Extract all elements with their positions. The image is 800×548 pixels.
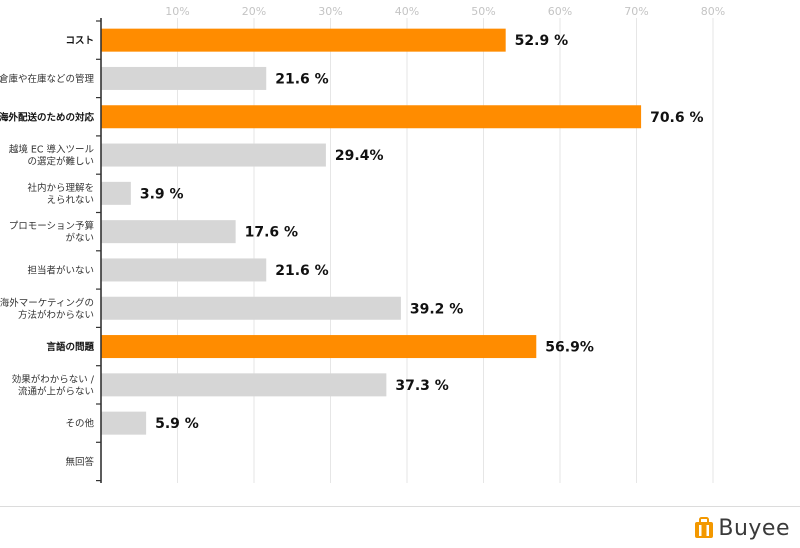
x-tick-label-10: 10% [165, 5, 189, 18]
bar-6 [101, 258, 267, 282]
value-label-6: 21.6 % [275, 263, 328, 279]
bar-4 [101, 181, 131, 205]
x-tick-label-80: 80% [701, 5, 725, 18]
bar-7 [101, 296, 401, 320]
category-label-8: 言語の問題 [46, 341, 94, 353]
category-label-6: 担当者がいない [27, 264, 94, 276]
value-label-1: 21.6 % [275, 71, 328, 87]
bar-5 [101, 220, 236, 244]
category-label-1: 倉庫や在庫などの管理 [0, 73, 94, 85]
category-label-4-line-0: 社内から理解を [27, 182, 94, 194]
x-tick-label-50: 50% [471, 5, 495, 18]
category-label-3-line-0: 越境 EC 導入ツール [9, 144, 95, 156]
category-label-10: その他 [65, 418, 94, 430]
category-label-5-line-0: プロモーション予算 [9, 220, 94, 232]
category-label-11: 無回答 [65, 456, 94, 468]
footer-divider [0, 506, 800, 507]
value-label-5: 17.6 % [245, 225, 298, 241]
buyee-logo-icon [694, 517, 714, 539]
x-tick-label-30: 30% [318, 5, 342, 18]
category-label-7-line-1: 方法がわからない [18, 309, 94, 321]
bar-1 [101, 66, 267, 90]
buyee-logo-text: Buyee [718, 515, 790, 541]
x-tick-label-60: 60% [548, 5, 572, 18]
value-label-2: 70.6 % [650, 110, 703, 126]
bar-chart: 10% 20% 30% 40% 50% 60% 70% 80% コスト 52.9 % 倉庫や在庫など… [0, 5, 725, 483]
value-label-7: 39.2 % [410, 301, 463, 317]
value-label-8: 56.9% [545, 340, 594, 356]
x-tick-label-40: 40% [395, 5, 419, 18]
bar-8 [101, 335, 537, 359]
value-label-3: 29.4% [335, 148, 384, 164]
buyee-logo: Buyee [694, 514, 790, 542]
category-label-9-line-0: 効果がわからない / [12, 373, 95, 385]
category-label-9-line-1: 流通が上がらない [18, 385, 94, 397]
value-label-10: 5.9 % [155, 416, 199, 432]
category-label-2: 海外配送のための対応 [0, 111, 94, 123]
value-label-0: 52.9 % [515, 33, 568, 49]
category-label-7-line-0: 海外マーケティングの [0, 297, 94, 309]
bar-9 [101, 373, 387, 397]
category-label-0: コスト [65, 36, 94, 47]
category-label-5-line-1: がない [65, 232, 94, 244]
bar-10 [101, 411, 147, 435]
bar-0 [101, 28, 506, 52]
value-label-4: 3.9 % [140, 186, 184, 202]
category-label-3-line-1: の選定が難しい [27, 156, 94, 168]
bar-3 [101, 143, 326, 167]
value-label-9: 37.3 % [395, 378, 448, 394]
x-tick-label-20: 20% [242, 5, 266, 18]
x-tick-label-70: 70% [624, 5, 648, 18]
bar-2 [101, 105, 642, 129]
category-label-4-line-1: えられない [46, 195, 94, 206]
